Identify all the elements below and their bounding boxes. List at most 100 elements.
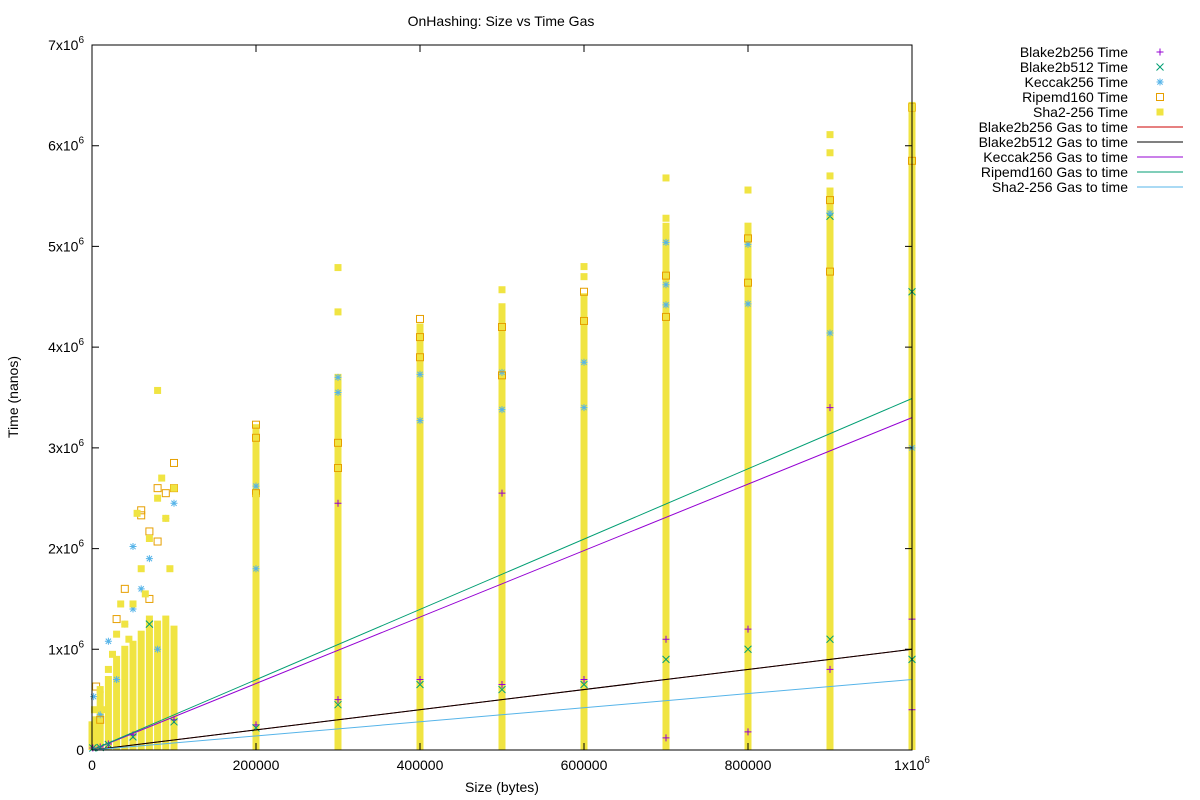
ripemd160-time-point: [334, 438, 342, 447]
legend-entry-ripemd160-gas-to-time: Ripemd160 Gas to time: [981, 164, 1183, 180]
y-tick-label: 0: [76, 742, 84, 758]
keccak256-time-point: [580, 404, 588, 412]
ripemd160-time-point: [145, 594, 154, 603]
sha2-256-time-point: [125, 635, 133, 643]
keccak256-time-point: [129, 543, 137, 551]
keccak256-time-point: [662, 301, 670, 309]
sha2-256-time-point: [90, 706, 98, 714]
legend-entry-blake2b512-gas-to-time: Blake2b512 Gas to time: [979, 134, 1183, 150]
ripemd160-time-point: [170, 458, 178, 467]
sha2-256-column: [145, 615, 153, 750]
sha2-256-time-point: [416, 494, 424, 502]
ripemd160-time-point: [662, 271, 670, 280]
y-tick-label: 3x106: [48, 438, 84, 456]
keccak256-time-point: [826, 209, 834, 217]
blake2b256-time-point: [662, 734, 670, 742]
blake2b512-time-point: [170, 717, 178, 726]
blake2b512-time-point: [826, 635, 834, 644]
ripemd160-time-point: [416, 333, 424, 342]
sha2-256-time-point: [826, 131, 834, 139]
ripemd160-time-point: [112, 615, 121, 624]
sha2-256-column: [416, 323, 424, 750]
keccak256-time-point: [145, 555, 153, 563]
legend-entry-sha2-256-time: Sha2-256 Time: [1033, 104, 1164, 120]
sha2-256-column: [744, 222, 752, 751]
sha2-256-time-point: [133, 509, 141, 517]
legend-entry-keccak256-time: Keccak256 Time: [1025, 74, 1164, 90]
ripemd160-time-point: [744, 278, 752, 287]
sha2-256-time-point: [744, 186, 752, 194]
legend-entry-blake2b256-time: Blake2b256 Time: [1020, 44, 1164, 60]
sha2-256-time-point: [104, 665, 112, 673]
y-axis: 0 1x106 2x106 3x106 4x106 5x106 6x106 7x106: [48, 35, 912, 758]
sha2-256-time-point: [498, 286, 506, 294]
keccak256-time-point: [252, 565, 260, 573]
sha2-256-column: [113, 655, 121, 750]
blake2b512-time-point: [416, 680, 424, 689]
sha2-256-time-point: [334, 264, 342, 272]
sha2-256-time-point: [121, 620, 129, 628]
sha2-256-time-point: [252, 494, 260, 502]
ripemd160-time-point: [744, 234, 752, 243]
sha2-256-time-point: [141, 590, 149, 598]
keccak256-time-point: [416, 370, 424, 378]
x-tick-label: 200000: [233, 757, 280, 773]
blake2b256-time-point: [498, 681, 506, 689]
legend-label: Keccak256 Time: [1025, 74, 1129, 90]
blake2b512-time-point: [580, 680, 588, 689]
keccak256-time-point: [252, 482, 260, 490]
legend-symbol: [1156, 108, 1164, 116]
blake2b256-time-point: [498, 489, 506, 497]
sha2-256-time-point: [334, 514, 342, 522]
blake2b256-time-point: [334, 696, 342, 704]
legend-label: Ripemd160 Gas to time: [981, 164, 1128, 180]
sha2-256-time-point: [744, 222, 752, 230]
keccak256-time-point: [662, 281, 670, 289]
keccak256-time-point: [580, 358, 588, 366]
legend-entry-sha2-256-gas-to-time: Sha2-256 Gas to time: [992, 179, 1183, 195]
sha2-256-column: [334, 373, 342, 750]
sha2-256-time-point: [117, 600, 125, 608]
sha2-256-time-point: [580, 273, 588, 281]
line-layer: [91, 398, 913, 751]
x-tick-label: 0: [88, 757, 96, 773]
ripemd160-time-point: [161, 489, 170, 498]
sha2-256-column: [252, 424, 260, 750]
keccak256-time-point: [90, 693, 98, 701]
sha2-columns: [88, 101, 916, 751]
keccak256-gas-to-time-line: [91, 417, 913, 751]
legend-label: Sha2-256 Time: [1033, 104, 1128, 120]
ripemd160-time-point: [826, 267, 834, 276]
blake2b256-time-point: [744, 728, 752, 736]
ripemd160-time-point: [580, 316, 588, 325]
sha2-256-time-point: [580, 263, 588, 271]
x-tick-label: 800000: [725, 757, 772, 773]
legend-label: Blake2b512 Time: [1020, 59, 1128, 75]
sha2-256-time-point: [662, 174, 670, 182]
legend-symbol: [1156, 93, 1164, 101]
sha2-256-column: [580, 293, 588, 750]
keccak256-time-point: [334, 373, 342, 381]
sha2-256-column: [129, 640, 137, 750]
keccak256-time-point: [334, 388, 342, 396]
keccak256-time-point: [96, 711, 104, 719]
sha2-256-column: [154, 620, 162, 750]
legend-entry-blake2b512-time: Blake2b512 Time: [1020, 59, 1164, 75]
ripemd160-gas-to-time-line: [91, 398, 913, 751]
blake2b512-gas-to-time-line: [91, 648, 913, 751]
legend-symbol: [1156, 48, 1164, 56]
sha2-256-time-point: [154, 386, 162, 394]
blake2b512-time-point: [662, 655, 670, 664]
ripemd160-time-point: [662, 312, 670, 321]
sha2-256-column: [826, 187, 834, 751]
sha2-256-time-point: [826, 172, 834, 180]
legend-entry-blake2b256-gas-to-time: Blake2b256 Gas to time: [979, 119, 1183, 135]
keccak256-time-point: [170, 499, 178, 507]
plot-frame: [91, 44, 913, 751]
blake2b512-time-point: [744, 645, 752, 654]
ripemd160-time-point: [153, 484, 162, 493]
ripemd160-time-point: [252, 420, 260, 429]
x-axis: 0 200000 400000 600000 800000 1x106: [88, 45, 930, 773]
x-axis-label: Size (bytes): [465, 779, 539, 795]
ripemd160-time-point: [416, 353, 424, 362]
